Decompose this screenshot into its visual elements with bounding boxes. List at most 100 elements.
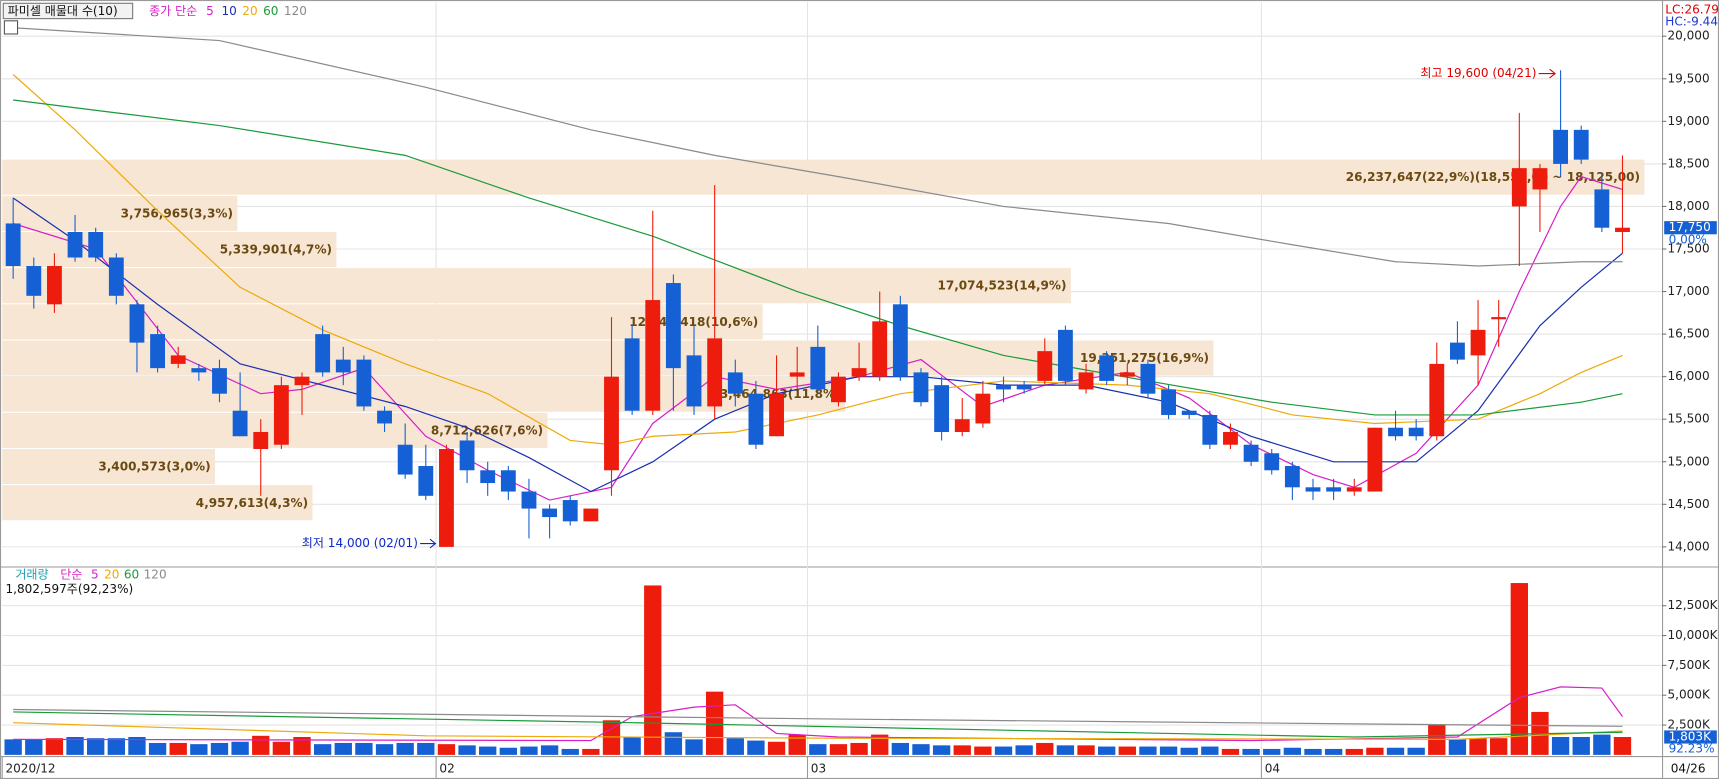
volume-bar bbox=[252, 735, 270, 755]
volume-bar bbox=[912, 744, 930, 755]
volume-profile-label: 8,712,626(7,6%) bbox=[431, 423, 543, 437]
volume-bar bbox=[1159, 746, 1178, 755]
candle-body bbox=[1099, 355, 1115, 381]
volume-bar bbox=[1613, 736, 1632, 755]
volume-bar bbox=[272, 741, 291, 755]
current-volume-label: 1,803K bbox=[1669, 729, 1713, 743]
volume-bar bbox=[355, 742, 373, 755]
volume-profile-band bbox=[2, 268, 1071, 304]
volume-bar bbox=[1448, 739, 1467, 755]
volume-title: 거래량 bbox=[15, 568, 48, 582]
volume-profile-label: 3,756,965(3,3%) bbox=[121, 206, 233, 220]
candle-body bbox=[294, 376, 310, 386]
legend-entry: 20 bbox=[104, 568, 119, 582]
candle-body bbox=[707, 338, 723, 407]
volume-bar bbox=[1572, 736, 1590, 755]
moving-average-line bbox=[13, 27, 1623, 267]
candle-body bbox=[831, 376, 846, 403]
candle-body bbox=[1264, 453, 1280, 471]
volume-bar bbox=[1180, 747, 1198, 755]
candle-body bbox=[253, 431, 269, 449]
candle-body bbox=[1573, 129, 1589, 160]
candle-body bbox=[418, 466, 434, 496]
volume-bar bbox=[231, 741, 249, 755]
volume-bar bbox=[829, 744, 848, 755]
volume-bar bbox=[417, 742, 435, 755]
candle-body bbox=[191, 368, 207, 373]
volume-bar bbox=[148, 742, 167, 755]
candle-body bbox=[1181, 410, 1197, 415]
candle-body bbox=[1037, 351, 1053, 381]
y-tick-label: 16,500 bbox=[1667, 327, 1709, 341]
moving-average-line bbox=[13, 711, 1623, 738]
volume-bar bbox=[25, 739, 43, 755]
candle-body bbox=[232, 410, 248, 437]
volume-bar bbox=[1304, 748, 1322, 755]
volume-bar bbox=[169, 742, 187, 755]
y-tick-label: 19,500 bbox=[1667, 71, 1709, 85]
volume-bar bbox=[1366, 747, 1384, 755]
candle-body bbox=[810, 346, 826, 390]
legend-entry: 60 bbox=[124, 568, 139, 582]
volume-bar bbox=[1490, 738, 1508, 755]
candle-body bbox=[1057, 329, 1073, 381]
legend-entry: 120 bbox=[144, 568, 167, 582]
volume-bar bbox=[87, 738, 105, 755]
volume-profile-label: 5,339,901(4,7%) bbox=[220, 243, 332, 257]
y-tick-label: 14,500 bbox=[1667, 497, 1709, 511]
legend-entry: 60 bbox=[263, 4, 278, 18]
volume-bar bbox=[871, 734, 889, 755]
volume-profile-label: 12,149,418(10,6%) bbox=[629, 315, 758, 329]
volume-bar bbox=[1428, 725, 1446, 755]
candle-body bbox=[335, 359, 351, 373]
volume-bar bbox=[479, 746, 497, 755]
candle-body bbox=[562, 500, 578, 522]
volume-bar bbox=[128, 736, 146, 755]
candle-body bbox=[315, 334, 331, 373]
volume-bar bbox=[582, 748, 600, 755]
candle-body bbox=[1367, 427, 1383, 492]
volume-bar bbox=[1324, 748, 1343, 755]
volume-bar bbox=[66, 736, 84, 755]
candle-body bbox=[1388, 427, 1403, 437]
volume-profile-label: 26,237,647(22,9%)(18,550,00 ~ 18,125,00) bbox=[1346, 170, 1640, 184]
candle-body bbox=[108, 257, 124, 296]
candle-body bbox=[1491, 317, 1507, 320]
low-annotation: 최저 14,000 (02/01) bbox=[302, 536, 418, 550]
settings-icon[interactable] bbox=[3, 20, 19, 35]
candle-body bbox=[480, 470, 496, 484]
y-tick-label: 14,000 bbox=[1667, 539, 1709, 553]
candle-body bbox=[521, 491, 537, 509]
volume-bar bbox=[1221, 748, 1240, 755]
volume-profile-label: 17,074,523(14,9%) bbox=[937, 279, 1066, 293]
x-tick-label: 02 bbox=[439, 762, 454, 776]
volume-bar bbox=[4, 739, 22, 755]
y2-tick-label: 10,000K bbox=[1667, 628, 1718, 642]
candle-body bbox=[1243, 444, 1259, 462]
volume-bar bbox=[1118, 746, 1136, 755]
candle-body bbox=[686, 355, 702, 407]
candle-body bbox=[67, 231, 83, 258]
candle-body bbox=[1408, 427, 1424, 437]
candle-body bbox=[1161, 389, 1176, 415]
candle-body bbox=[934, 385, 950, 432]
volume-summary: 1,802,597주(92,23%) bbox=[5, 582, 133, 596]
candle-body bbox=[872, 321, 888, 377]
current-price-label: 17,750 bbox=[1669, 220, 1711, 234]
candle-body bbox=[88, 231, 104, 258]
candle-body bbox=[129, 304, 145, 343]
volume-bar bbox=[1593, 734, 1611, 755]
background-layer bbox=[2, 2, 1662, 755]
last-date: 04/26 bbox=[1671, 762, 1706, 776]
volume-bar bbox=[953, 745, 971, 755]
volume-profile-band bbox=[2, 159, 1645, 195]
candle-body bbox=[5, 223, 21, 267]
volume-bar bbox=[1036, 742, 1054, 755]
volume-ma-prefix: 단순 bbox=[60, 568, 82, 582]
legend-entry: 20 bbox=[242, 4, 257, 18]
candle-body bbox=[892, 304, 908, 377]
y-tick-label: 18,000 bbox=[1667, 199, 1709, 213]
legend-entry: 120 bbox=[284, 4, 307, 18]
